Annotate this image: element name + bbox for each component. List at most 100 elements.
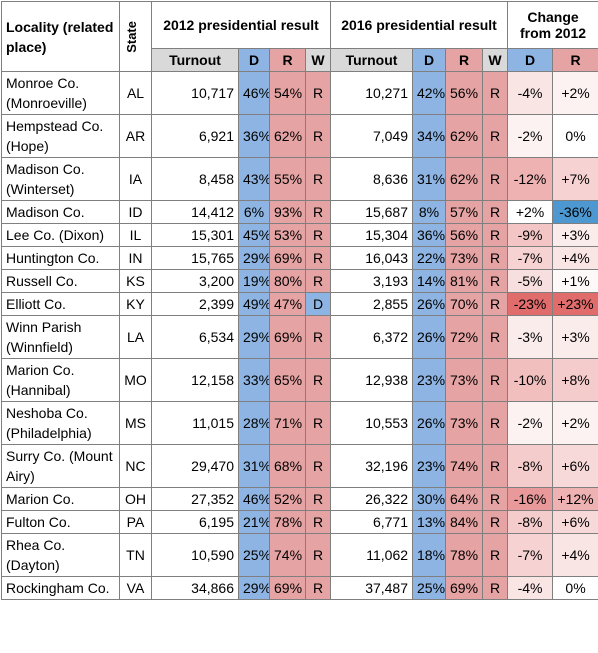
d-change: -12%	[508, 158, 553, 201]
r-2016: 62%	[446, 158, 483, 201]
state: NC	[120, 445, 152, 488]
locality: Madison Co.	[2, 201, 120, 224]
d-2016: 30%	[413, 488, 446, 511]
d-2016: 23%	[413, 445, 446, 488]
w-2016: R	[483, 115, 508, 158]
state: PA	[120, 511, 152, 534]
turnout-2016: 26,322	[331, 488, 413, 511]
r-2012: 52%	[270, 488, 306, 511]
r-2016: 56%	[446, 72, 483, 115]
turnout-2012: 11,015	[152, 402, 239, 445]
turnout-2016: 15,687	[331, 201, 413, 224]
locality: Huntington Co.	[2, 247, 120, 270]
header-locality: Locality (related place)	[2, 2, 120, 72]
d-change: -4%	[508, 577, 553, 600]
r-2016: 64%	[446, 488, 483, 511]
r-change: +4%	[553, 534, 598, 577]
d-2016: 42%	[413, 72, 446, 115]
w-2012: R	[306, 201, 331, 224]
turnout-2016: 10,271	[331, 72, 413, 115]
w-2012: R	[306, 359, 331, 402]
subheader: R	[553, 49, 598, 72]
state: VA	[120, 577, 152, 600]
state: ID	[120, 201, 152, 224]
header-2016: 2016 presidential result	[331, 2, 508, 49]
r-2012: 53%	[270, 224, 306, 247]
turnout-2016: 37,487	[331, 577, 413, 600]
w-2016: R	[483, 488, 508, 511]
w-2016: R	[483, 445, 508, 488]
locality: Fulton Co.	[2, 511, 120, 534]
d-2012: 43%	[239, 158, 270, 201]
header-state-cell: State	[120, 2, 152, 72]
d-2012: 29%	[239, 247, 270, 270]
d-2016: 26%	[413, 316, 446, 359]
header-2012: 2012 presidential result	[152, 2, 331, 49]
state: MS	[120, 402, 152, 445]
turnout-2012: 6,921	[152, 115, 239, 158]
d-2016: 25%	[413, 577, 446, 600]
r-2016: 74%	[446, 445, 483, 488]
r-2016: 72%	[446, 316, 483, 359]
d-2012: 46%	[239, 488, 270, 511]
subheader: Turnout	[152, 49, 239, 72]
turnout-2012: 27,352	[152, 488, 239, 511]
locality: Madison Co. (Winterset)	[2, 158, 120, 201]
d-change: -2%	[508, 115, 553, 158]
r-change: +4%	[553, 247, 598, 270]
d-change: -23%	[508, 293, 553, 316]
subheader: Turnout	[331, 49, 413, 72]
r-2012: 62%	[270, 115, 306, 158]
subheader: R	[270, 49, 306, 72]
locality: Marion Co. (Hannibal)	[2, 359, 120, 402]
state: LA	[120, 316, 152, 359]
r-change: +1%	[553, 270, 598, 293]
state: IN	[120, 247, 152, 270]
d-2016: 22%	[413, 247, 446, 270]
d-2016: 8%	[413, 201, 446, 224]
header-state: State	[124, 21, 139, 53]
w-2012: R	[306, 577, 331, 600]
r-2012: 93%	[270, 201, 306, 224]
state: TN	[120, 534, 152, 577]
r-change: +2%	[553, 72, 598, 115]
state: AR	[120, 115, 152, 158]
w-2012: R	[306, 488, 331, 511]
d-change: -2%	[508, 402, 553, 445]
locality: Russell Co.	[2, 270, 120, 293]
subheader: R	[446, 49, 483, 72]
r-2012: 69%	[270, 247, 306, 270]
w-2016: R	[483, 270, 508, 293]
r-2016: 73%	[446, 247, 483, 270]
w-2012: R	[306, 115, 331, 158]
turnout-2016: 7,049	[331, 115, 413, 158]
d-2012: 31%	[239, 445, 270, 488]
w-2012: R	[306, 270, 331, 293]
turnout-2012: 6,534	[152, 316, 239, 359]
w-2016: R	[483, 293, 508, 316]
r-2016: 70%	[446, 293, 483, 316]
turnout-2012: 29,470	[152, 445, 239, 488]
w-2016: R	[483, 402, 508, 445]
turnout-2012: 34,866	[152, 577, 239, 600]
d-2016: 34%	[413, 115, 446, 158]
locality: Rhea Co. (Dayton)	[2, 534, 120, 577]
turnout-2012: 8,458	[152, 158, 239, 201]
w-2012: R	[306, 224, 331, 247]
turnout-2016: 10,553	[331, 402, 413, 445]
d-change: -8%	[508, 511, 553, 534]
w-2016: R	[483, 359, 508, 402]
r-change: +3%	[553, 224, 598, 247]
d-2016: 26%	[413, 402, 446, 445]
turnout-2012: 15,765	[152, 247, 239, 270]
